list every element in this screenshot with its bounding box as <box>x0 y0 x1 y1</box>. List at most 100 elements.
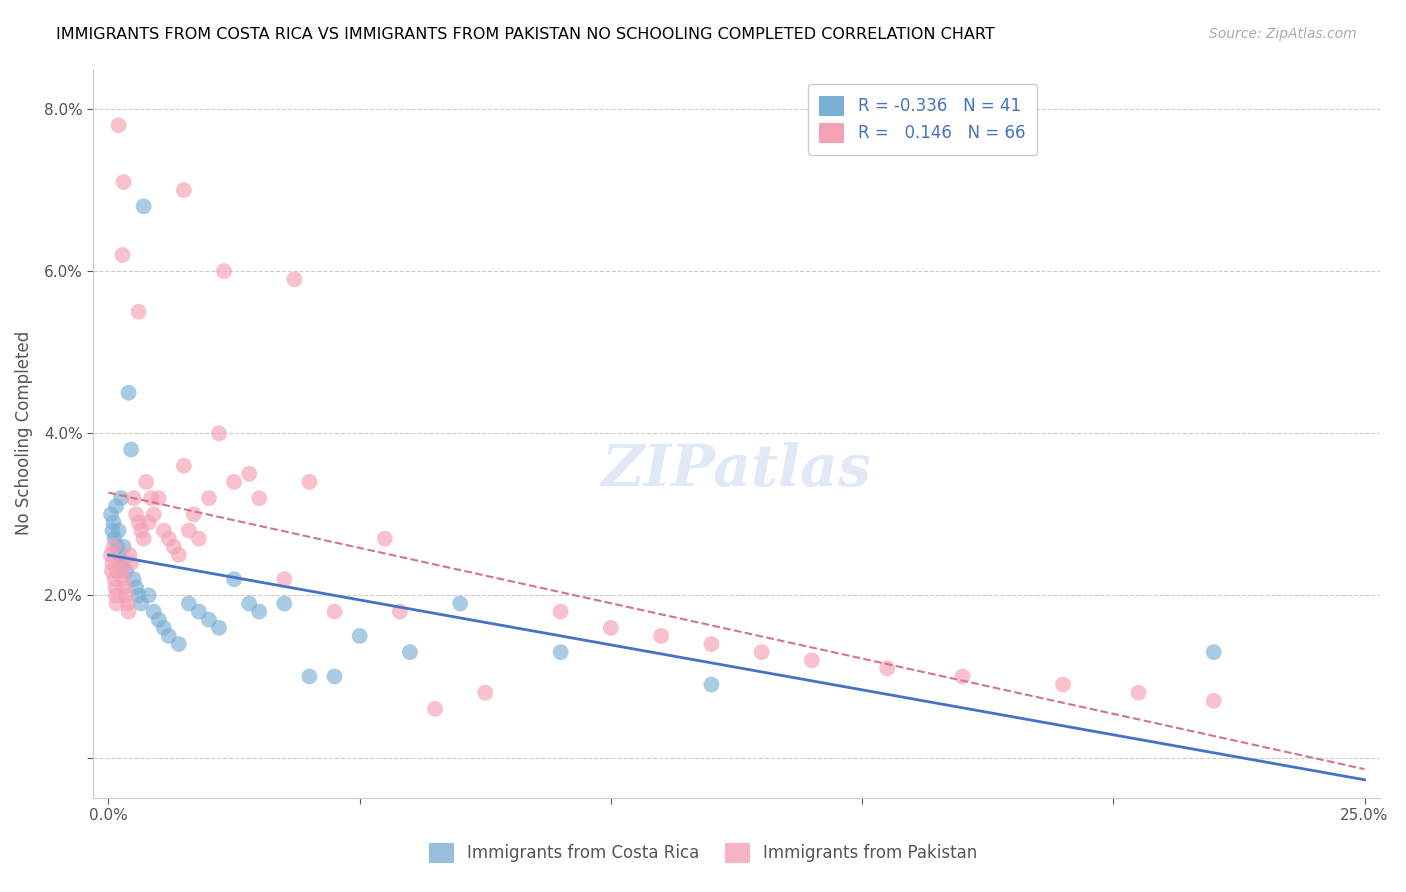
Point <box>449 597 471 611</box>
Point <box>138 589 160 603</box>
Point <box>103 540 125 554</box>
Point <box>100 548 122 562</box>
Point <box>104 580 127 594</box>
Point <box>323 605 346 619</box>
Point <box>103 572 125 586</box>
Point <box>550 645 572 659</box>
Point <box>103 532 125 546</box>
Point <box>122 491 145 505</box>
Point <box>167 637 190 651</box>
Point <box>751 645 773 659</box>
Point <box>112 572 135 586</box>
Point <box>273 597 295 611</box>
Point <box>142 508 165 522</box>
Point <box>107 524 129 538</box>
Point <box>222 572 245 586</box>
Point <box>238 597 260 611</box>
Point <box>117 385 139 400</box>
Point <box>208 621 231 635</box>
Point <box>650 629 672 643</box>
Point <box>101 564 124 578</box>
Point <box>107 118 129 132</box>
Point <box>115 564 138 578</box>
Point <box>108 556 131 570</box>
Point <box>105 500 128 514</box>
Point <box>105 589 128 603</box>
Point <box>110 564 132 578</box>
Point <box>142 605 165 619</box>
Point <box>800 653 823 667</box>
Point <box>599 621 621 635</box>
Point <box>148 613 170 627</box>
Point <box>198 613 221 627</box>
Point <box>107 564 129 578</box>
Point <box>167 548 190 562</box>
Point <box>101 524 124 538</box>
Point <box>273 572 295 586</box>
Point <box>107 540 129 554</box>
Point <box>283 272 305 286</box>
Point <box>700 637 723 651</box>
Point <box>157 629 180 643</box>
Point <box>187 532 209 546</box>
Point <box>1128 686 1150 700</box>
Point <box>114 580 136 594</box>
Point <box>173 458 195 473</box>
Y-axis label: No Schooling Completed: No Schooling Completed <box>15 331 32 535</box>
Point <box>132 532 155 546</box>
Text: IMMIGRANTS FROM COSTA RICA VS IMMIGRANTS FROM PAKISTAN NO SCHOOLING COMPLETED CO: IMMIGRANTS FROM COSTA RICA VS IMMIGRANTS… <box>56 27 995 42</box>
Point <box>388 605 411 619</box>
Point <box>323 669 346 683</box>
Text: Source: ZipAtlas.com: Source: ZipAtlas.com <box>1209 27 1357 41</box>
Point <box>423 702 446 716</box>
Point <box>117 597 139 611</box>
Point <box>152 621 174 635</box>
Point <box>105 597 128 611</box>
Point <box>129 597 152 611</box>
Point <box>141 491 163 505</box>
Point <box>876 661 898 675</box>
Point <box>247 491 270 505</box>
Point <box>247 605 270 619</box>
Point <box>222 475 245 489</box>
Point <box>187 605 209 619</box>
Point <box>112 540 135 554</box>
Point <box>700 677 723 691</box>
Point <box>157 532 180 546</box>
Point <box>101 556 124 570</box>
Point <box>120 442 142 457</box>
Point <box>111 556 134 570</box>
Point <box>349 629 371 643</box>
Point <box>177 597 200 611</box>
Point <box>177 524 200 538</box>
Legend: R = -0.336   N = 41, R =   0.146   N = 66: R = -0.336 N = 41, R = 0.146 N = 66 <box>807 84 1036 155</box>
Point <box>135 475 157 489</box>
Point <box>125 508 148 522</box>
Point <box>550 605 572 619</box>
Point <box>103 516 125 530</box>
Point <box>100 508 122 522</box>
Point <box>118 548 141 562</box>
Point <box>132 199 155 213</box>
Point <box>120 556 142 570</box>
Point <box>148 491 170 505</box>
Point <box>108 548 131 562</box>
Point <box>112 175 135 189</box>
Point <box>117 605 139 619</box>
Point <box>1202 694 1225 708</box>
Point <box>952 669 974 683</box>
Point <box>111 248 134 262</box>
Point <box>152 524 174 538</box>
Point <box>474 686 496 700</box>
Point <box>399 645 422 659</box>
Legend: Immigrants from Costa Rica, Immigrants from Pakistan: Immigrants from Costa Rica, Immigrants f… <box>418 831 988 875</box>
Point <box>128 516 150 530</box>
Point <box>212 264 235 278</box>
Point <box>163 540 186 554</box>
Point <box>115 589 138 603</box>
Point <box>208 426 231 441</box>
Point <box>374 532 396 546</box>
Point <box>173 183 195 197</box>
Point <box>138 516 160 530</box>
Point <box>298 669 321 683</box>
